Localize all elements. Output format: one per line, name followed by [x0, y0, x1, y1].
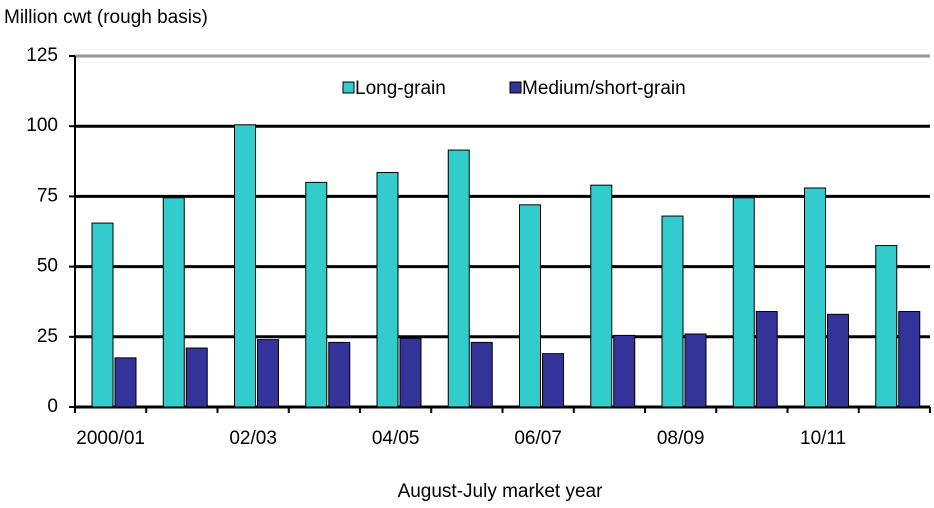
bar	[185, 347, 208, 408]
bar	[755, 311, 778, 408]
bar	[447, 149, 470, 408]
bar	[328, 341, 351, 408]
y-tick-label: 50	[37, 256, 58, 277]
x-tick-label: 04/05	[372, 428, 420, 449]
legend-swatch	[342, 81, 355, 94]
bar	[898, 311, 921, 408]
bar	[684, 333, 707, 408]
y-tick-label: 75	[37, 185, 58, 206]
x-tick-label: 2000/01	[76, 428, 145, 449]
bar	[661, 215, 684, 408]
x-tick-label: 02/03	[229, 428, 277, 449]
bar	[470, 341, 493, 408]
bar	[91, 222, 114, 408]
bar	[162, 197, 185, 408]
bar	[234, 124, 256, 408]
x-tick-label: 08/09	[657, 428, 705, 449]
y-tick-label: 100	[26, 115, 58, 136]
bar	[542, 353, 564, 408]
legend-swatch	[509, 81, 522, 94]
bar	[376, 172, 399, 408]
legend-label: Long-grain	[355, 78, 446, 99]
bar	[732, 197, 755, 408]
x-tick-label: 10/11	[800, 428, 846, 449]
bar	[590, 184, 613, 408]
bar	[519, 204, 541, 408]
y-axis-title: Million cwt (rough basis)	[4, 7, 208, 28]
bar	[114, 357, 137, 408]
bar	[399, 337, 422, 408]
bar	[875, 245, 898, 408]
bar	[305, 181, 328, 408]
bar	[827, 313, 849, 408]
x-tick-label: 06/07	[514, 428, 562, 449]
x-axis-title: August-July market year	[398, 481, 604, 502]
bar	[804, 187, 826, 408]
y-tick-label: 0	[47, 396, 58, 417]
bar	[613, 334, 636, 408]
legend-label: Medium/short-grain	[522, 78, 686, 99]
y-tick-label: 25	[37, 326, 58, 347]
y-tick-label: 125	[26, 45, 58, 66]
bar	[257, 339, 279, 408]
